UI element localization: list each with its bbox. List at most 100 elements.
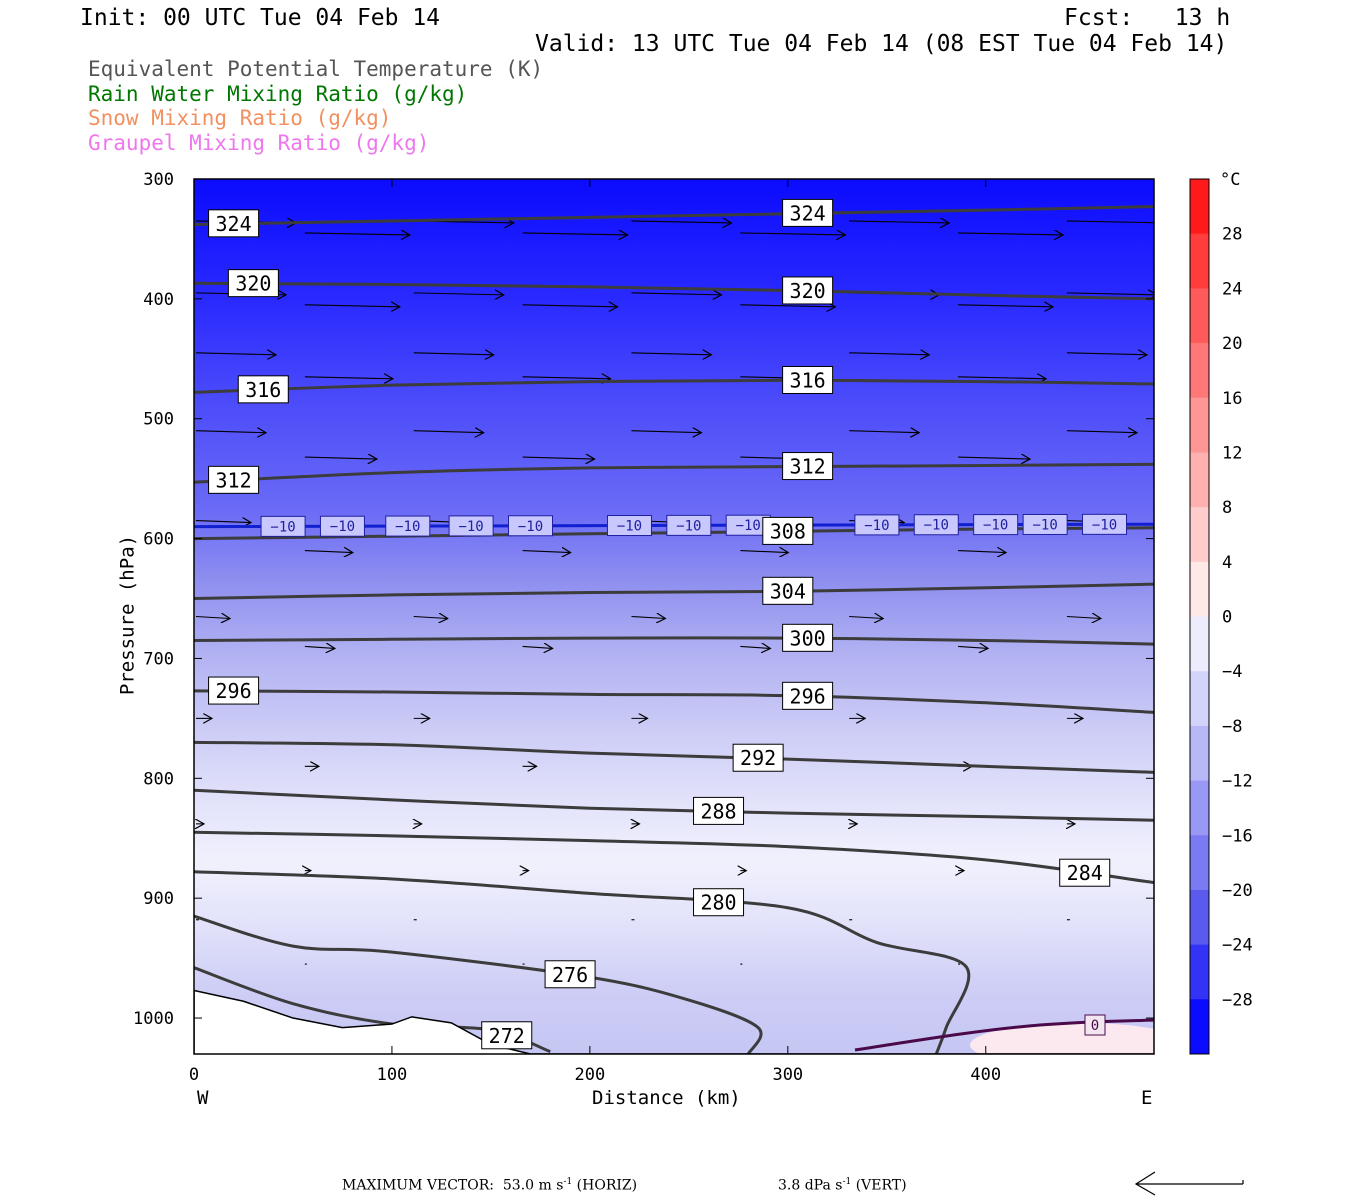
colorbar-block <box>1190 561 1209 617</box>
theta-e-label-316: 316 <box>782 365 834 394</box>
svg-text:−10: −10 <box>518 519 543 535</box>
legend-theta-e: Equivalent Potential Temperature (K) <box>88 57 544 81</box>
y-axis-ticks: 300 400 500 600 700 800 900 1000 <box>133 170 1154 1029</box>
wind-vector <box>631 221 731 223</box>
colorbar-block <box>1190 343 1209 399</box>
isotherm-minus10-label: −10 <box>666 514 712 536</box>
theta-e-label-284: 284 <box>1059 858 1111 887</box>
svg-text:−10: −10 <box>983 518 1008 534</box>
colorbar-tick-label: −20 <box>1222 881 1253 901</box>
theta-e-contour-300 <box>194 636 1154 646</box>
theta-e-label-308: 308 <box>762 516 814 545</box>
theta-e-contour-312 <box>194 462 1154 484</box>
colorbar-block <box>1190 725 1209 782</box>
colorbar-block <box>1190 616 1209 672</box>
colorbar-block <box>1190 835 1209 891</box>
isotherm-minus10-label: −10 <box>448 515 494 537</box>
theta-e-label-276: 276 <box>544 960 596 989</box>
theta-e-contour-288 <box>194 788 1154 822</box>
theta-e-label-280: 280 <box>693 888 745 917</box>
theta-e-contour-324 <box>194 205 1154 227</box>
theta-e-label-320: 320 <box>227 269 279 298</box>
wind-vector <box>413 617 448 619</box>
wind-vector <box>304 377 393 379</box>
svg-text:−10: −10 <box>458 519 483 535</box>
theta-e-label-272: 272 <box>481 1021 533 1050</box>
wind-vector <box>413 293 504 295</box>
svg-text:316: 316 <box>245 378 281 402</box>
wind-vector <box>304 551 353 553</box>
legend-graupel: Graupel Mixing Ratio (g/kg) <box>88 131 430 155</box>
isotherm-minus10-label: −10 <box>913 514 959 536</box>
theta-e-label-304: 304 <box>762 576 814 605</box>
colorbar-tick-label: −16 <box>1222 826 1253 846</box>
theta-e-label-316: 316 <box>237 375 289 404</box>
isotherm-minus10-label: −10 <box>319 515 365 537</box>
theta-e-label-292: 292 <box>732 743 784 772</box>
colorbar-tick-label: 8 <box>1222 498 1232 518</box>
y-tick-label: 1000 <box>133 1009 174 1029</box>
isotherm-minus10-label: −10 <box>606 515 652 537</box>
wind-vector <box>522 551 571 553</box>
terrain-fill <box>194 989 1154 1054</box>
wind-vector <box>304 233 410 235</box>
colorbar-tick-label: −12 <box>1222 772 1253 792</box>
wind-vector <box>304 457 377 459</box>
theta-e-contour-304 <box>194 582 1154 601</box>
init-time: Init: 00 UTC Tue 04 Feb 14 <box>80 5 441 31</box>
colorbar-tick-label: −8 <box>1222 717 1242 737</box>
svg-text:296: 296 <box>216 679 252 703</box>
colorbar-block <box>1190 780 1209 836</box>
theta-e-contour-280 <box>194 870 971 1054</box>
theta-e-contour-284 <box>194 830 1154 885</box>
colorbar-block <box>1190 944 1209 1000</box>
x-tick-label: 200 <box>575 1065 606 1085</box>
plot-frame <box>193 178 1155 1055</box>
colorbar-block <box>1190 671 1209 727</box>
theta-e-contour-296 <box>194 689 1154 714</box>
x-axis-ticks: 0 100 200 300 400 <box>189 179 1001 1085</box>
x-tick-label: 100 <box>377 1065 408 1085</box>
y-tick-label: 300 <box>143 170 174 190</box>
wind-vector <box>849 221 949 223</box>
wind-vector <box>522 377 611 379</box>
svg-text:−10: −10 <box>395 519 420 535</box>
max-vector-arrow <box>1134 1171 1244 1196</box>
theta-e-contour-292 <box>194 740 1154 774</box>
svg-text:−10: −10 <box>330 519 355 535</box>
wind-vector <box>304 646 335 648</box>
wind-vector <box>740 551 788 553</box>
theta-e-contour-320 <box>194 281 1154 301</box>
wind-vector <box>1066 617 1101 619</box>
x-axis-east-label: E <box>1141 1087 1153 1109</box>
wind-vector <box>740 305 835 307</box>
svg-text:312: 312 <box>216 468 252 492</box>
isotherm-minus10-label: −10 <box>1022 513 1068 535</box>
colorbar-tick-label: 4 <box>1222 553 1232 573</box>
colorbar-tick-label: −28 <box>1222 990 1253 1010</box>
colorbar-unit: °C <box>1220 170 1241 190</box>
svg-text:−10: −10 <box>864 518 889 534</box>
max-vector-vert: 3.8 dPa s-1 (VERT) <box>778 1177 907 1194</box>
wind-vector <box>958 377 1046 379</box>
wind-vector <box>740 646 770 648</box>
svg-text:324: 324 <box>790 201 826 225</box>
wind-vector <box>1066 353 1147 355</box>
valid-time: Valid: 13 UTC Tue 04 Feb 14 (08 EST Tue … <box>535 31 1228 57</box>
colorbar-tick-label: 16 <box>1222 389 1242 409</box>
legend-rain-water: Rain Water Mixing Ratio (g/kg) <box>88 82 468 106</box>
theta-e-contour-316 <box>194 378 1154 394</box>
theta-e-label-296: 296 <box>782 681 834 710</box>
wind-vector <box>958 457 1030 459</box>
svg-text:0: 0 <box>1091 1018 1099 1034</box>
y-tick-label: 800 <box>143 769 174 789</box>
svg-text:280: 280 <box>700 891 736 915</box>
isotherm-minus10-label: −10 <box>507 515 553 537</box>
colorbar-block <box>1190 507 1209 563</box>
y-tick-label: 600 <box>143 530 174 550</box>
wind-vector <box>195 431 266 433</box>
wind-vector <box>1066 220 1154 224</box>
wind-vector <box>631 293 721 295</box>
wind-vector <box>849 617 883 619</box>
